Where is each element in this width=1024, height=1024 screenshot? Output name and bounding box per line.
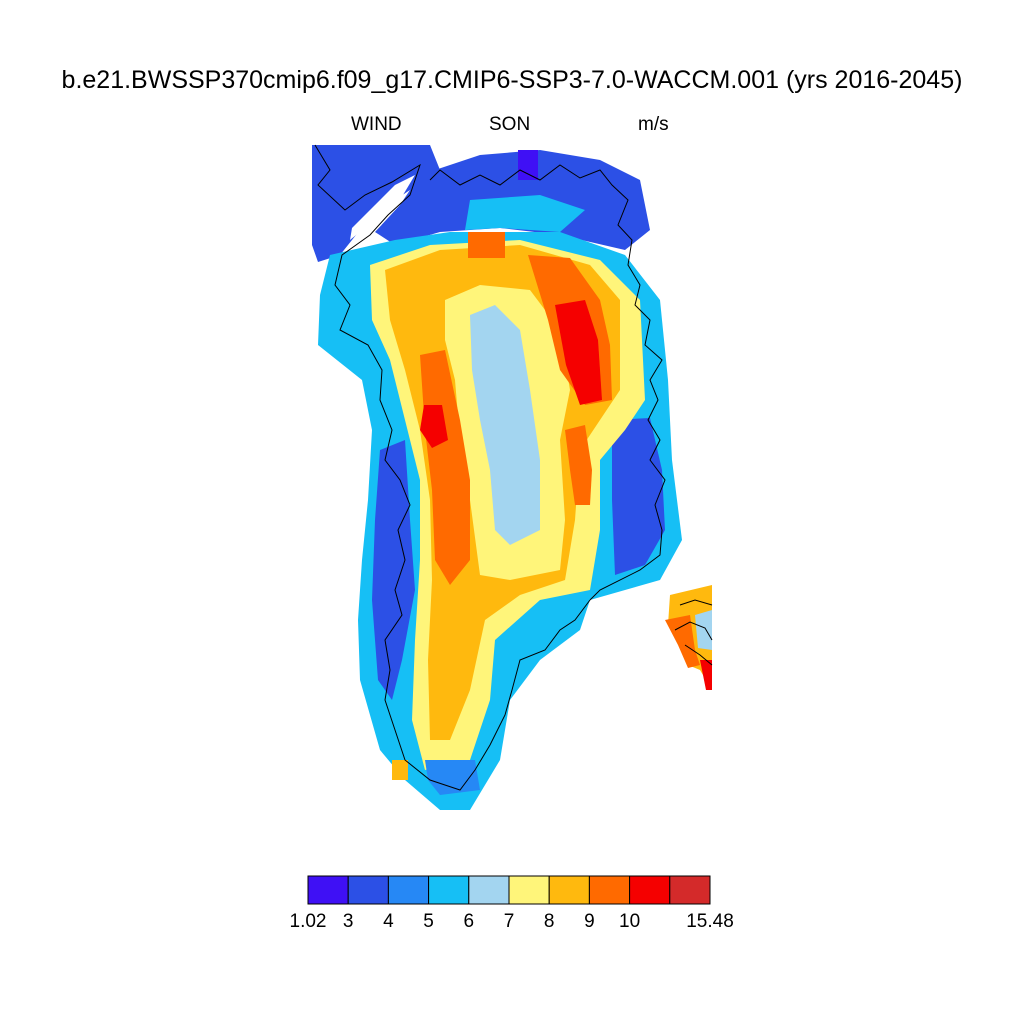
field-east-orange (565, 425, 592, 505)
colorbar-swatch (387, 875, 430, 905)
colorbar-swatch (508, 875, 550, 905)
coastline-west (314, 144, 591, 791)
colorbar-tick-label: 4 (383, 911, 394, 932)
colorbar-swatch (347, 875, 389, 905)
colorbar-swatch (629, 875, 671, 905)
field-iceland-red (700, 660, 712, 690)
colorbar-tick-label: 6 (463, 911, 475, 932)
field-nw-blue (312, 145, 440, 262)
season-label: SON (489, 114, 531, 135)
field-iceland-orange (665, 615, 700, 668)
colorbar-tick-label: 15.48 (686, 911, 734, 932)
units-label: m/s (638, 114, 669, 135)
plot-title: b.e21.BWSSP370cmip6.f09_g17.CMIP6-SSP3-7… (61, 66, 963, 94)
field-north-deep (518, 150, 538, 180)
colorbar-swatch (468, 875, 510, 905)
field-west-blue (372, 440, 415, 700)
field-top-orange (468, 232, 505, 258)
field-center-light (470, 305, 540, 545)
variable-label: WIND (351, 114, 402, 135)
colorbar-swatch (548, 875, 590, 905)
coastline-iceland (674, 599, 713, 666)
field-nw-white-gap (350, 175, 415, 240)
field-south-blue (425, 760, 480, 795)
colorbar-swatch (428, 875, 470, 905)
colorbar-tick-label: 5 (423, 911, 434, 932)
field-south-orange (392, 760, 408, 780)
coastline-east (429, 164, 666, 601)
field-iceland-light (695, 610, 712, 650)
field-ne-red (555, 300, 602, 405)
colorbar-tick-label: 1.02 (289, 911, 327, 932)
colorbar-tick-label: 3 (342, 911, 354, 932)
colorbar (307, 875, 711, 905)
colorbar-tick-label: 10 (619, 911, 641, 932)
colorbar-swatch (669, 875, 711, 905)
colorbar-tick-label: 9 (584, 911, 595, 932)
field-west-red (420, 405, 448, 448)
field-north-light (465, 195, 585, 232)
coastlines (314, 144, 713, 791)
colorbar-tick-label: 7 (503, 911, 515, 932)
wind-field (312, 145, 712, 810)
colorbar-tick-label: 8 (543, 911, 555, 932)
colorbar-swatch (588, 875, 631, 905)
colorbar-swatch (307, 875, 349, 905)
